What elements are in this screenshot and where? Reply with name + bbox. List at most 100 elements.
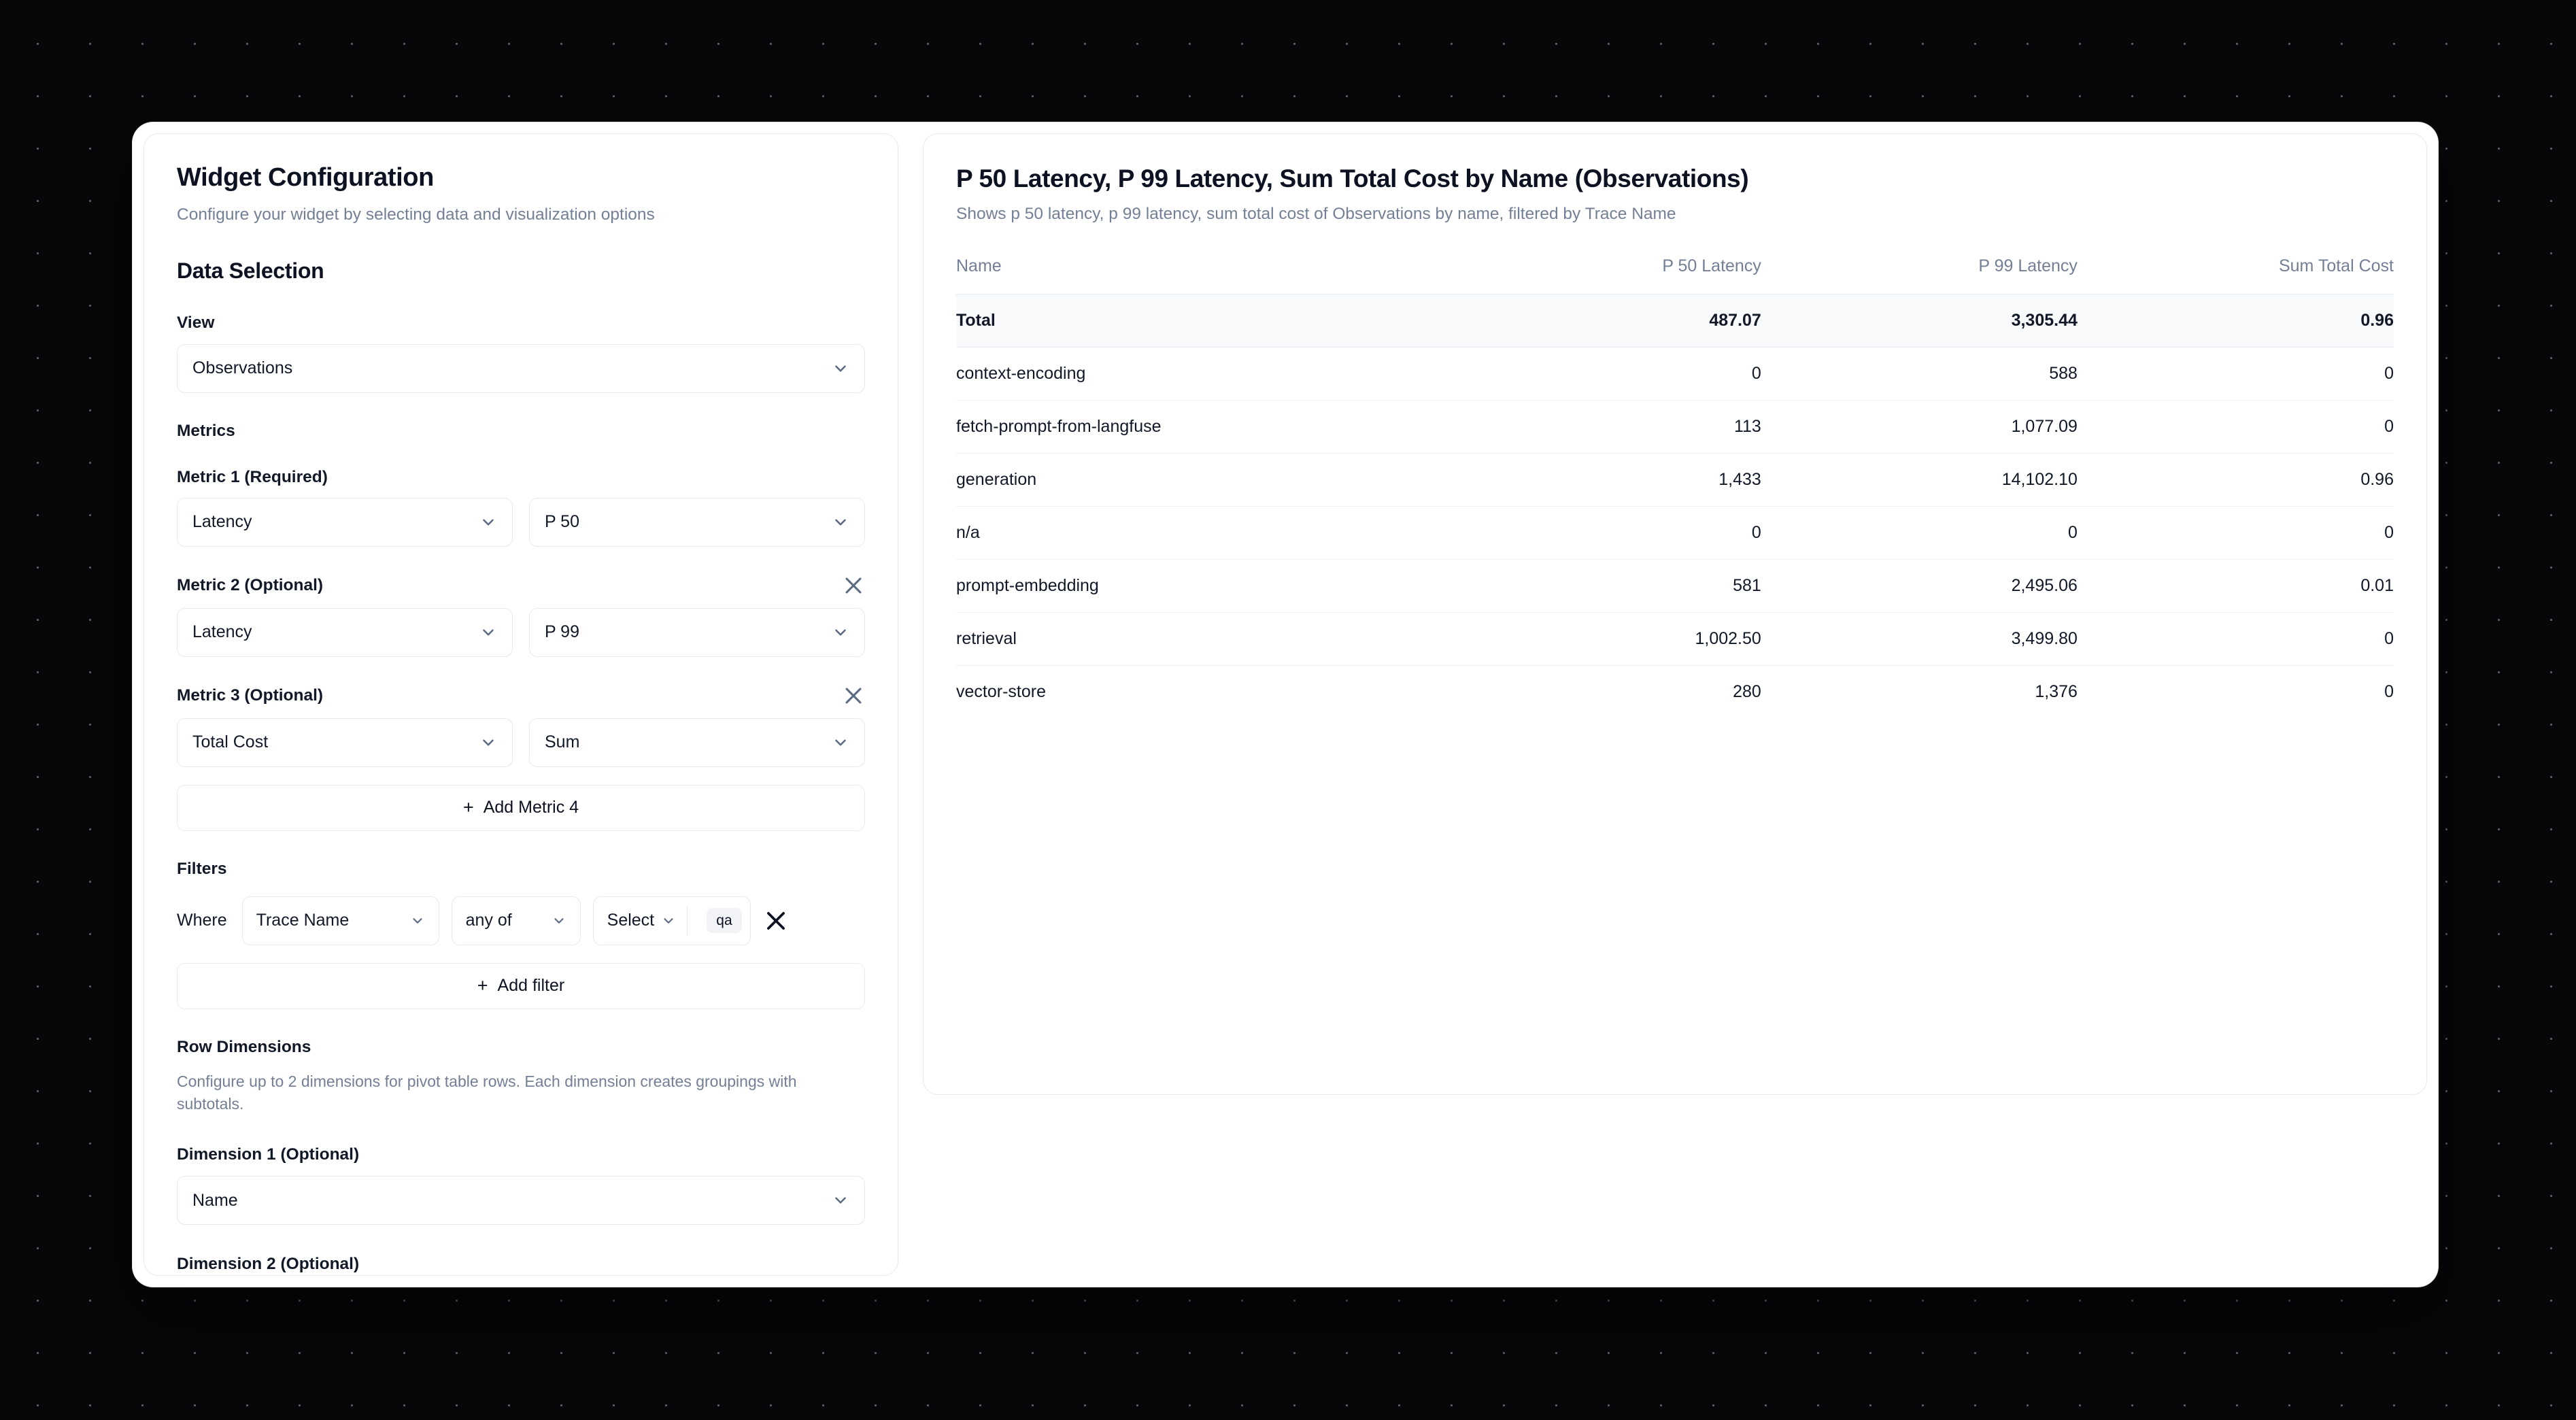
configuration-panel: Widget Configuration Configure your widg… (143, 133, 898, 1276)
total-cost: 0.96 (2077, 294, 2394, 348)
row-p50: 280 (1444, 665, 1761, 719)
filter-value-multiselect[interactable]: Select qa (592, 896, 751, 945)
row-p50: 0 (1444, 347, 1761, 401)
metric-1-aggregation-value: P 50 (545, 512, 579, 532)
widget-configuration-modal: Widget Configuration Configure your widg… (133, 122, 2438, 1287)
metric-2-label: Metric 2 (Optional) (177, 575, 324, 594)
preview-subtitle: Shows p 50 latency, p 99 latency, sum to… (956, 205, 1676, 224)
row-cost: 0.96 (2077, 453, 2394, 507)
metric-1-label: Metric 1 (Required) (177, 467, 328, 486)
table-row: generation 1,433 14,102.10 0.96 (956, 453, 2394, 507)
plus-icon: + (477, 975, 488, 996)
filter-row: Where Trace Name any of Select qa (177, 896, 865, 945)
dimension-1-label: Dimension 1 (Optional) (177, 1145, 360, 1164)
column-header-name[interactable]: Name (956, 256, 1002, 276)
chevron-down-icon (410, 913, 425, 928)
metric-1-header: Metric 1 (Required) (177, 468, 865, 487)
filter-value-chip[interactable]: qa (707, 908, 742, 934)
filter-operator-select[interactable]: any of (451, 896, 581, 945)
row-p99: 0 (1761, 506, 2078, 560)
pivot-table: Name P 50 Latency P 99 Latency Sum Total… (956, 256, 2394, 719)
dimension-1-value: Name (192, 1190, 238, 1210)
row-name: vector-store (956, 665, 1445, 719)
total-p50: 487.07 (1444, 294, 1761, 348)
add-metric-label: Add Metric 4 (483, 798, 579, 817)
table-row: vector-store 280 1,376 0 (956, 665, 2394, 719)
chevron-down-icon (661, 913, 676, 928)
row-p99: 2,495.06 (1761, 559, 2078, 613)
filter-where-label: Where (177, 911, 227, 930)
page-title: Widget Configuration (177, 163, 434, 192)
chevron-down-icon (832, 624, 849, 641)
row-cost: 0 (2077, 400, 2394, 454)
row-name: n/a (956, 506, 1445, 560)
view-select-value: Observations (192, 358, 293, 378)
metric-2-header: Metric 2 (Optional) (177, 574, 865, 597)
remove-metric-2-button[interactable] (842, 574, 865, 597)
row-name: fetch-prompt-from-langfuse (956, 400, 1445, 454)
metric-3-header: Metric 3 (Optional) (177, 684, 865, 707)
metric-1-row: Latency P 50 (177, 497, 865, 547)
metric-3-row: Total Cost Sum (177, 717, 865, 767)
view-label: View (177, 313, 215, 332)
metric-2-aggregation-value: P 99 (545, 622, 579, 642)
row-dimensions-help: Configure up to 2 dimensions for pivot t… (177, 1072, 797, 1113)
row-p99: 1,376 (1761, 665, 2078, 719)
table-header-row: Name P 50 Latency P 99 Latency Sum Total… (956, 256, 2394, 294)
row-p50: 0 (1444, 506, 1761, 560)
dimension-2-label: Dimension 2 (Optional) (177, 1255, 360, 1274)
metric-2-row: Latency P 99 (177, 607, 865, 657)
table-row: prompt-embedding 581 2,495.06 0.01 (956, 559, 2394, 613)
chevron-down-icon (832, 360, 849, 377)
metric-1-aggregation-select[interactable]: P 50 (529, 497, 865, 547)
preview-title: P 50 Latency, P 99 Latency, Sum Total Co… (956, 165, 1749, 192)
filter-value-divider (687, 906, 688, 935)
metric-2-aggregation-select[interactable]: P 99 (529, 607, 865, 657)
metric-3-measure-value: Total Cost (192, 732, 269, 752)
row-p50: 1,433 (1444, 453, 1761, 507)
metric-2-measure-select[interactable]: Latency (177, 607, 513, 657)
metric-1-measure-select[interactable]: Latency (177, 497, 513, 547)
column-header-p99-latency[interactable]: P 99 Latency (1978, 256, 2078, 276)
add-filter-label: Add filter (497, 976, 565, 996)
metric-3-label: Metric 3 (Optional) (177, 686, 324, 705)
metric-2-measure-value: Latency (192, 622, 252, 642)
column-header-sum-total-cost[interactable]: Sum Total Cost (2278, 256, 2394, 276)
data-selection-heading: Data Selection (177, 258, 324, 283)
total-label: Total (956, 294, 1445, 348)
row-p50: 581 (1444, 559, 1761, 613)
filter-operator-value: any of (465, 911, 512, 930)
filter-field-select[interactable]: Trace Name (241, 896, 439, 945)
pivot-table-head: Name P 50 Latency P 99 Latency Sum Total… (956, 256, 2394, 294)
row-name: context-encoding (956, 347, 1445, 401)
filter-value-placeholder: Select (607, 911, 655, 930)
plus-icon: + (462, 797, 474, 818)
view-select[interactable]: Observations (177, 343, 865, 393)
row-p99: 1,077.09 (1761, 400, 2078, 454)
remove-metric-3-button[interactable] (842, 684, 865, 707)
row-p50: 113 (1444, 400, 1761, 454)
add-filter-button[interactable]: + Add filter (177, 962, 865, 1009)
metric-3-aggregation-select[interactable]: Sum (529, 717, 865, 767)
dimension-1-select[interactable]: Name (177, 1176, 865, 1225)
metric-1-measure-value: Latency (192, 512, 252, 532)
metric-3-measure-select[interactable]: Total Cost (177, 717, 513, 767)
row-cost: 0.01 (2077, 559, 2394, 613)
row-cost: 0 (2077, 665, 2394, 719)
chevron-down-icon (552, 913, 566, 928)
row-p99: 588 (1761, 347, 2078, 401)
add-metric-button[interactable]: + Add Metric 4 (177, 784, 865, 831)
table-row-total: Total 487.07 3,305.44 0.96 (956, 294, 2394, 348)
row-name: retrieval (956, 612, 1445, 666)
metrics-heading: Metrics (177, 421, 235, 440)
row-dimensions-heading: Row Dimensions (177, 1037, 311, 1056)
row-p99: 14,102.10 (1761, 453, 2078, 507)
remove-filter-button[interactable] (763, 908, 789, 934)
table-row: context-encoding 0 588 0 (956, 347, 2394, 401)
column-header-p50-latency[interactable]: P 50 Latency (1662, 256, 1761, 276)
metric-3-aggregation-value: Sum (545, 732, 580, 752)
chevron-down-icon (479, 624, 497, 641)
page-subtitle: Configure your widget by selecting data … (177, 205, 655, 224)
chevron-down-icon (832, 1191, 849, 1209)
total-p99: 3,305.44 (1761, 294, 2078, 348)
